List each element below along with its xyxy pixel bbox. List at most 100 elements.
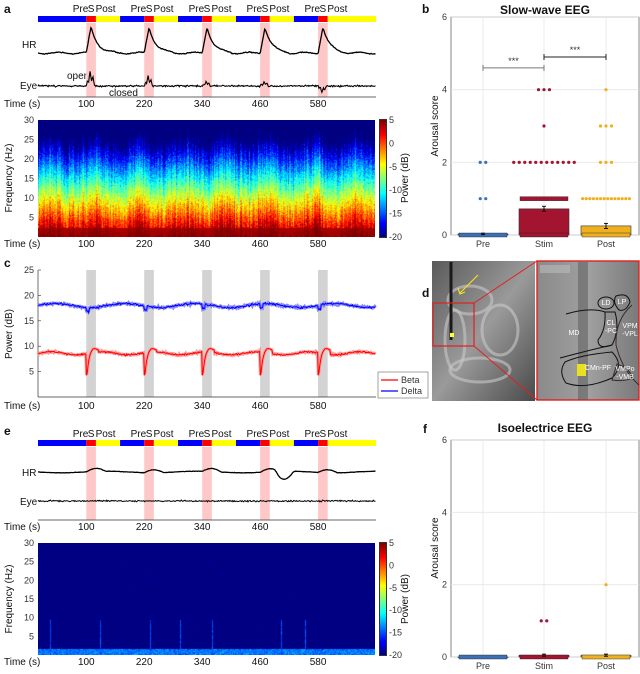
- zoom-box: [432, 302, 475, 347]
- phase-stim-segment: [318, 440, 328, 446]
- phase-post-segment: [211, 16, 236, 22]
- colorbar-label-a: Power (dB): [400, 153, 411, 203]
- colorbar-tick: -15: [389, 209, 402, 219]
- panel-label-f: f: [423, 422, 428, 436]
- time-tick-label: 220: [136, 239, 153, 250]
- colorbar-label-e: Power (dB): [400, 574, 411, 624]
- ytick-c: 25: [24, 265, 34, 275]
- region-VMPo-VMB: [611, 363, 633, 382]
- brain-region-label: VPM: [622, 323, 637, 330]
- electrode-arrow: [459, 274, 479, 294]
- legend-c: Beta Delta: [377, 371, 429, 399]
- time-tick-label: 220: [136, 522, 153, 533]
- data-point: [604, 583, 608, 587]
- mri-texture: [578, 262, 588, 400]
- spectrogram-ytick: 30: [24, 538, 34, 548]
- eye-trace-e: [37, 499, 376, 503]
- time-tick-label: 460: [252, 522, 269, 533]
- phase-label-stim: S: [320, 4, 327, 15]
- phase-stim-segment: [202, 16, 212, 22]
- phase-post-segment: [327, 16, 376, 22]
- phase-label-post: Post: [96, 429, 116, 440]
- spectrogram-ylabel-a: Frequency (Hz): [4, 144, 15, 213]
- phase-stim-segment: [86, 440, 96, 446]
- ytick-c: 10: [24, 341, 34, 351]
- phase-pre-segment: [235, 16, 261, 22]
- hr-trace-e: [37, 467, 376, 480]
- chart-title-f: Isoelectrice EEG: [498, 421, 593, 435]
- data-point: [539, 619, 543, 623]
- phase-stim-segment: [202, 440, 212, 446]
- data-point: [517, 160, 521, 164]
- ytick-c: 15: [24, 316, 34, 326]
- time-tick-label: 100: [78, 522, 95, 533]
- zoom-line: [473, 345, 538, 401]
- ytick-label: 0: [442, 652, 447, 662]
- phase-pre-segment: [120, 440, 145, 446]
- region-LD: [597, 296, 615, 310]
- phase-stim-segment: [260, 16, 270, 22]
- points-cluster-1: [519, 196, 569, 201]
- data-point: [484, 160, 488, 164]
- time-tick-label: 340: [194, 99, 211, 110]
- data-point: [542, 88, 546, 92]
- ytick-label: 6: [442, 12, 447, 22]
- time-axis-label: Time (s): [4, 239, 40, 250]
- time-axis-label: Time (s): [4, 401, 40, 412]
- region-MD-border: [559, 344, 613, 359]
- points-cluster-0: [519, 232, 569, 238]
- delta-power-trace: [37, 301, 376, 315]
- phase-label-stim: S: [320, 429, 327, 440]
- colorbar-e: [379, 542, 387, 656]
- region-VPM-VPL: [615, 304, 640, 386]
- data-point: [604, 88, 608, 92]
- phase-stim-segment: [144, 440, 154, 446]
- stim-shade-c: [318, 270, 328, 397]
- hr-trace-a: [37, 26, 376, 56]
- data-point: [523, 160, 527, 164]
- category-label: Pre: [476, 239, 490, 249]
- time-tick-label: 100: [78, 239, 95, 250]
- phase-label-stim: S: [262, 429, 269, 440]
- phase-label-post: Post: [211, 4, 231, 15]
- phase-stim-segment: [318, 16, 328, 22]
- eye-open-label: open: [67, 71, 89, 82]
- phase-label-post: Post: [327, 429, 347, 440]
- mri-texture: [446, 284, 494, 316]
- ytick-label: 2: [442, 157, 447, 167]
- points-cluster-0: [458, 654, 508, 660]
- phase-label-pre: Pre: [73, 429, 89, 440]
- brain-region-label: -VMB: [616, 374, 634, 381]
- time-tick-label: 460: [252, 239, 269, 250]
- data-point: [609, 160, 614, 164]
- phase-label-stim: S: [204, 429, 211, 440]
- category-label: Pre: [476, 661, 490, 671]
- phase-label-stim: S: [88, 429, 95, 440]
- phase-post-segment: [269, 16, 294, 22]
- stim-shade-a: [260, 23, 270, 97]
- time-tick-label: 220: [136, 657, 153, 668]
- electrode-site: [577, 364, 586, 376]
- data-point: [627, 197, 632, 201]
- phase-stim-segment: [86, 16, 96, 22]
- phase-label-post: Post: [154, 429, 174, 440]
- phase-pre-segment: [178, 16, 203, 22]
- time-tick-label: 460: [252, 657, 269, 668]
- colorbar-tick: -5: [389, 583, 397, 593]
- time-tick-label: 580: [310, 401, 327, 412]
- phase-label-post: Post: [211, 429, 231, 440]
- spectrogram-ytick: 15: [24, 594, 34, 604]
- spectrogram-ytick: 30: [24, 115, 34, 125]
- data-point: [613, 197, 617, 201]
- ytick-label: 2: [442, 580, 447, 590]
- data-point: [550, 160, 554, 164]
- colorbar-tick: -5: [389, 162, 397, 172]
- panel-label-a: a: [4, 2, 11, 16]
- ytick-label: 0: [442, 230, 447, 240]
- significance-label: ***: [508, 56, 519, 66]
- mri-texture: [480, 303, 520, 357]
- data-point: [588, 197, 592, 201]
- stim-shade-a: [144, 23, 154, 97]
- data-point: [478, 197, 482, 201]
